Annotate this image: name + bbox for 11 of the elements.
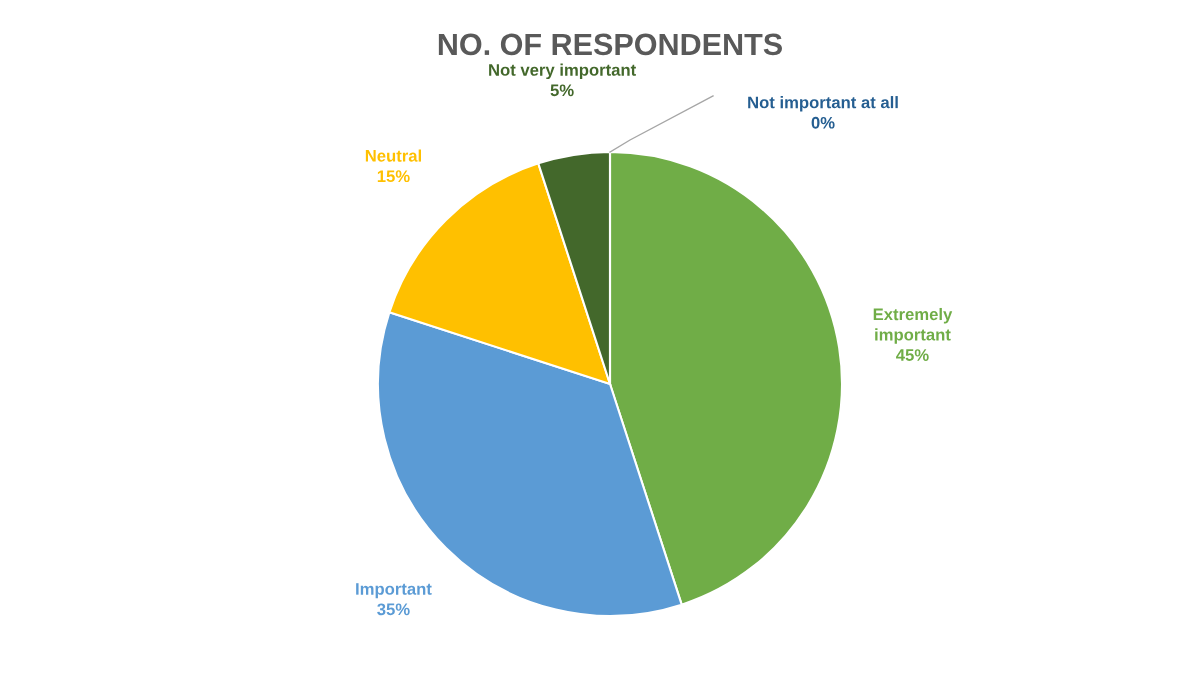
data-label: 35% bbox=[377, 603, 410, 616]
data-label: 15% bbox=[377, 170, 410, 183]
slice-label: Not very important bbox=[489, 63, 636, 80]
data-label: 45% bbox=[896, 349, 929, 361]
slice-label: Important bbox=[356, 583, 432, 599]
category-label: Not important at all bbox=[748, 96, 898, 112]
chart-title: NO. OF RESPONDENTS bbox=[438, 33, 782, 56]
data-label: 5% bbox=[550, 84, 574, 97]
slice-label: Neutral bbox=[365, 149, 421, 162]
slice-label: Extremely important bbox=[873, 307, 953, 344]
text: 0% bbox=[811, 116, 835, 129]
